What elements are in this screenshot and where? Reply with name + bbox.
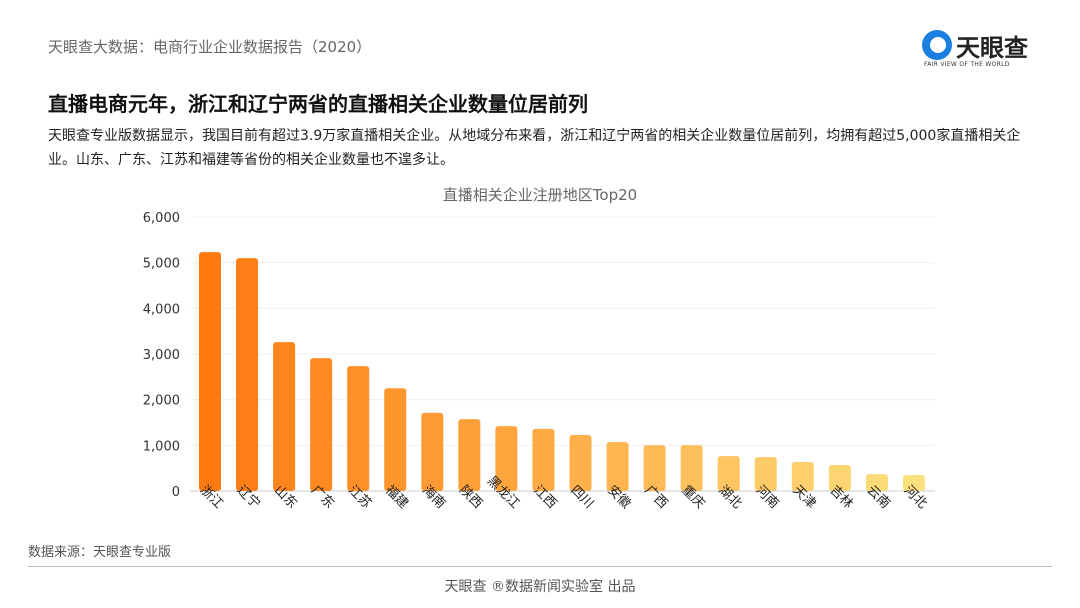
bar	[458, 419, 481, 491]
divider	[28, 566, 1052, 567]
bar	[902, 475, 925, 491]
bar	[421, 412, 444, 491]
bar	[532, 428, 555, 491]
data-source: 数据来源：天眼查专业版	[28, 545, 172, 560]
bar	[717, 456, 740, 491]
logo-icon	[922, 30, 952, 60]
bar	[310, 358, 333, 491]
bar	[347, 366, 370, 491]
footer-credit: 天眼查 ®数据新闻实验室 出品	[444, 579, 636, 595]
logo-tagline: FAIR VIEW OF THE WORLD	[924, 61, 1010, 68]
report-header: 天眼查大数据：电商行业企业数据报告（2020）	[48, 38, 372, 56]
bar	[754, 456, 777, 491]
bar	[384, 388, 407, 491]
bar	[606, 442, 629, 491]
bar	[791, 462, 814, 491]
page-title: 直播电商元年，浙江和辽宁两省的直播相关企业数量位居前列	[48, 92, 588, 116]
y-tick-label: 4,000	[143, 302, 180, 317]
bar	[569, 435, 592, 491]
y-tick-label: 2,000	[143, 394, 180, 409]
bar	[273, 342, 296, 491]
bar	[236, 258, 259, 491]
y-tick-label: 5,000	[143, 257, 180, 272]
y-tick-label: 0	[172, 485, 180, 500]
bar	[199, 252, 221, 491]
bar	[643, 445, 666, 491]
chart-title: 直播相关企业注册地区Top20	[442, 186, 638, 204]
logo: 天眼查 FAIR VIEW OF THE WORLD	[922, 28, 1052, 68]
bar	[495, 426, 518, 491]
y-tick-label: 1,000	[143, 439, 180, 454]
y-tick-label: 6,000	[143, 211, 180, 226]
bar	[865, 474, 888, 491]
description: 天眼查专业版数据显示，我国目前有超过3.9万家直播相关企业。从地域分布来看，浙江…	[48, 128, 1021, 168]
logo-name: 天眼查	[956, 34, 1028, 62]
y-tick-label: 3,000	[143, 348, 180, 363]
bar	[828, 464, 851, 491]
bar	[680, 445, 703, 491]
